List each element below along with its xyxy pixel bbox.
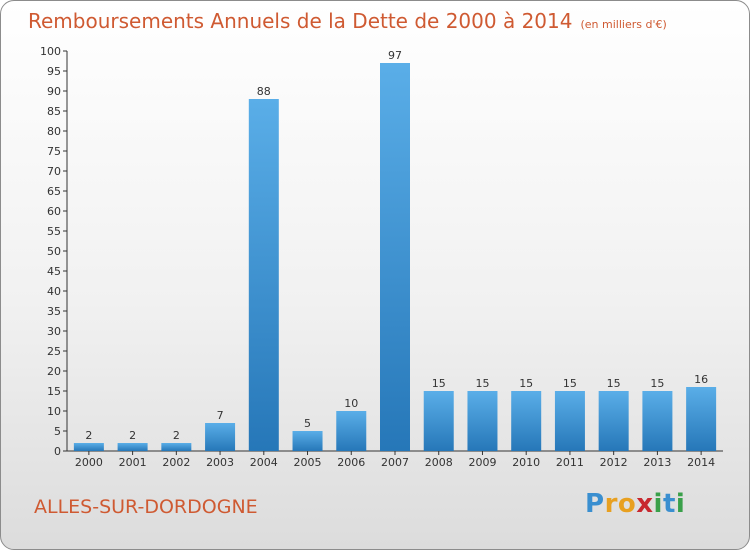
x-tick-label: 2008 — [425, 456, 453, 469]
bar — [642, 391, 673, 451]
x-tick-label: 2001 — [119, 456, 147, 469]
bar-value-label: 15 — [519, 377, 533, 390]
y-tick-label: 55 — [47, 225, 61, 238]
x-tick-label: 2000 — [75, 456, 103, 469]
x-tick-label: 2014 — [687, 456, 715, 469]
bar-value-label: 2 — [129, 429, 136, 442]
chart-title: Remboursements Annuels de la Dette de 20… — [28, 9, 667, 33]
bar-value-label: 15 — [650, 377, 664, 390]
bar-value-label: 10 — [344, 397, 358, 410]
y-tick-label: 50 — [47, 245, 61, 258]
x-tick-label: 2012 — [600, 456, 628, 469]
x-tick-label: 2011 — [556, 456, 584, 469]
y-tick-label: 40 — [47, 285, 61, 298]
x-tick-label: 2013 — [643, 456, 671, 469]
bar — [205, 423, 236, 451]
logo-letter: i — [653, 489, 663, 519]
bar — [292, 431, 323, 451]
x-tick-label: 2005 — [294, 456, 322, 469]
y-tick-label: 35 — [47, 305, 61, 318]
y-tick-label: 85 — [47, 105, 61, 118]
bar-value-label: 2 — [173, 429, 180, 442]
bar-value-label: 15 — [607, 377, 621, 390]
bar-value-label: 2 — [85, 429, 92, 442]
bar-value-label: 88 — [257, 85, 271, 98]
logo-letter: i — [675, 489, 686, 519]
y-tick-label: 45 — [47, 265, 61, 278]
bar — [511, 391, 542, 451]
y-tick-label: 25 — [47, 345, 61, 358]
bar — [598, 391, 629, 451]
bar-value-label: 5 — [304, 417, 311, 430]
logo-letter: o — [617, 489, 637, 519]
bar — [380, 63, 410, 451]
bar — [686, 387, 717, 451]
bar-value-label: 7 — [217, 409, 224, 422]
bar-value-label: 15 — [432, 377, 446, 390]
bar-value-label: 15 — [563, 377, 577, 390]
y-tick-label: 90 — [47, 85, 61, 98]
bar — [161, 443, 192, 451]
y-tick-label: 30 — [47, 325, 61, 338]
y-tick-label: 60 — [47, 205, 61, 218]
bar-value-label: 15 — [475, 377, 489, 390]
bar — [336, 411, 367, 451]
y-tick-label: 70 — [47, 165, 61, 178]
y-tick-label: 65 — [47, 185, 61, 198]
x-tick-label: 2002 — [162, 456, 190, 469]
y-tick-label: 80 — [47, 125, 61, 138]
chart-subtitle: (en milliers d'€) — [580, 18, 667, 31]
y-tick-label: 0 — [54, 445, 61, 458]
x-tick-label: 2007 — [381, 456, 409, 469]
bar-value-label: 16 — [694, 373, 708, 386]
bar — [467, 391, 498, 451]
bar-value-label: 97 — [388, 49, 402, 62]
bar — [248, 99, 279, 451]
commune-name: ALLES-SUR-DORDOGNE — [34, 496, 258, 518]
x-tick-label: 2003 — [206, 456, 234, 469]
bar — [423, 391, 454, 451]
logo-letter: P — [585, 489, 605, 519]
bar — [117, 443, 148, 451]
logo-letter: r — [604, 489, 618, 519]
x-tick-label: 2006 — [337, 456, 365, 469]
bar — [73, 443, 104, 451]
x-tick-label: 2004 — [250, 456, 278, 469]
bar — [554, 391, 585, 451]
y-tick-label: 15 — [47, 385, 61, 398]
proxiti-logo: Proxiti — [585, 489, 685, 519]
y-tick-label: 95 — [47, 65, 61, 78]
chart-title-text: Remboursements Annuels de la Dette de 20… — [28, 9, 573, 33]
x-tick-label: 2010 — [512, 456, 540, 469]
logo-letter: x — [636, 489, 654, 519]
y-tick-label: 100 — [40, 45, 61, 58]
y-tick-label: 75 — [47, 145, 61, 158]
y-tick-label: 20 — [47, 365, 61, 378]
y-tick-label: 5 — [54, 425, 61, 438]
y-tick-label: 10 — [47, 405, 61, 418]
logo-letter: t — [662, 489, 676, 519]
x-tick-label: 2009 — [468, 456, 496, 469]
